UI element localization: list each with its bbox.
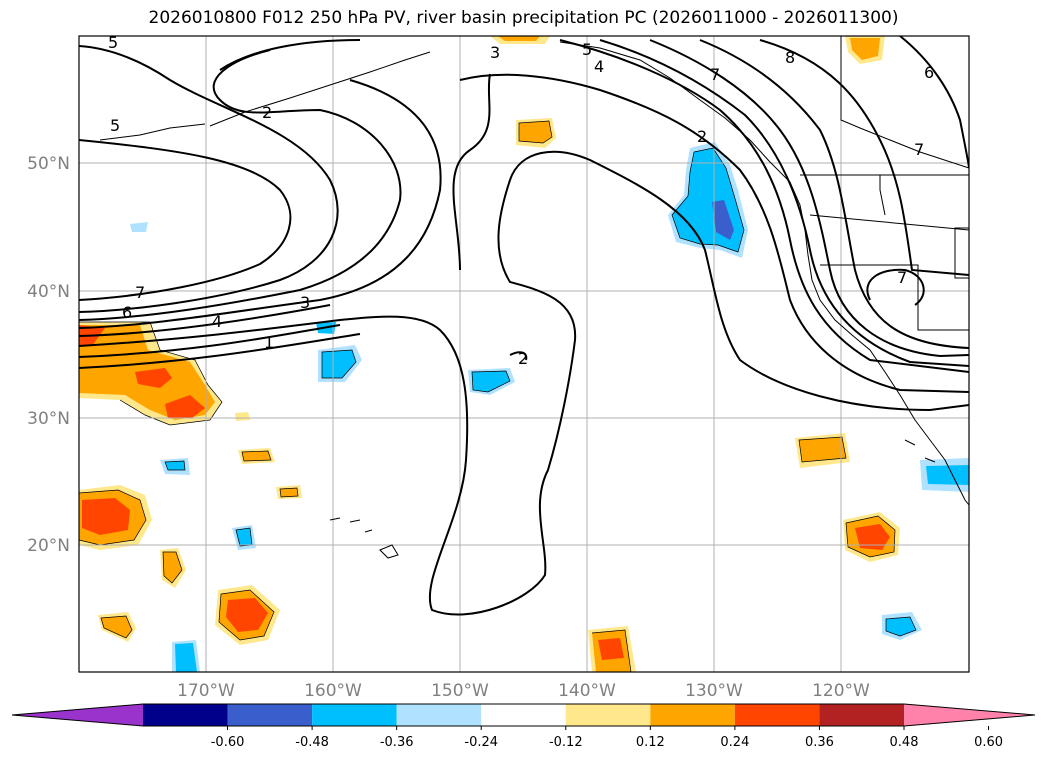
- latitude-labels: 50°N 40°N 30°N 20°N: [27, 154, 70, 556]
- colorbar-swatch: [143, 704, 228, 726]
- contour-label: 3: [300, 293, 310, 312]
- lon-label: 120°W: [812, 681, 870, 701]
- colorbar-tick-label: 0.48: [890, 735, 919, 750]
- colorbar-swatch: [396, 704, 482, 726]
- contour-labels: 5 2 3 5 4 7 8 6 5 7 6 4 3 1 2 2 7 7: [108, 33, 934, 368]
- shading-outlines: [79, 120, 917, 672]
- colorbar-swatch: [650, 704, 735, 726]
- lat-label: 40°N: [27, 282, 70, 302]
- colorbar-tick-label: -0.12: [549, 735, 583, 750]
- contour-label: 4: [594, 57, 604, 76]
- colorbar-tick-label: -0.36: [380, 735, 414, 750]
- contour-label: 3: [490, 43, 500, 62]
- contour-label: 7: [914, 140, 924, 159]
- contour-label: 6: [924, 63, 934, 82]
- contour-label: 5: [110, 116, 120, 135]
- colorbar-outline: [11, 703, 1036, 727]
- contour-label: 8: [785, 48, 795, 67]
- contour-label: 2: [518, 349, 528, 368]
- colorbar-tick-label: 0.12: [636, 735, 665, 750]
- colorbar-tick-label: 0.36: [805, 735, 834, 750]
- contour-label: 7: [897, 268, 907, 287]
- lat-label: 20°N: [27, 536, 70, 556]
- colorbar-extend-high: [904, 704, 1035, 726]
- gridlines: [79, 36, 969, 672]
- lon-label: 140°W: [558, 681, 616, 701]
- contour-label: 4: [212, 312, 222, 331]
- colorbar-swatch: [819, 704, 904, 726]
- lat-label: 50°N: [27, 154, 70, 174]
- lon-label: 170°W: [177, 681, 235, 701]
- colorbar-tick-label: -0.60: [211, 735, 245, 750]
- lat-label: 30°N: [27, 409, 70, 429]
- colorbar-swatch: [481, 704, 566, 726]
- contour-label: 1: [264, 333, 274, 352]
- colorbar-swatch: [565, 704, 651, 726]
- contour-label: 2: [262, 103, 272, 122]
- longitude-labels: 170°W 160°W 150°W 140°W 130°W 120°W: [177, 681, 870, 701]
- colorbar-swatch: [734, 704, 820, 726]
- colorbar-tick-label: -0.48: [295, 735, 329, 750]
- colorbar-swatch: [312, 704, 397, 726]
- pv-contours: [79, 36, 969, 616]
- colorbar-tick-label: 0.24: [720, 735, 749, 750]
- colorbar-swatch: [227, 704, 313, 726]
- map-title: 2026010800 F012 250 hPa PV, river basin …: [148, 8, 899, 28]
- lon-label: 160°W: [304, 681, 362, 701]
- contour-label: 6: [122, 303, 132, 322]
- colorbar: -0.60 -0.48 -0.36 -0.24 -0.12 0.12 0.24 0.36 0.4…: [11, 703, 1036, 750]
- contour-label: 5: [582, 40, 592, 59]
- contour-label: 7: [710, 65, 720, 84]
- precipitation-shading: [79, 36, 969, 672]
- lon-label: 150°W: [431, 681, 489, 701]
- contour-label: 7: [135, 283, 145, 302]
- lon-label: 130°W: [685, 681, 743, 701]
- map-border: [78, 35, 970, 673]
- colorbar-extend-low: [12, 704, 143, 726]
- contour-label: 2: [697, 127, 707, 146]
- colorbar-tick-label: 0.60: [974, 735, 1003, 750]
- colorbar-tick-label: -0.24: [464, 735, 498, 750]
- contour-label: 5: [108, 33, 118, 52]
